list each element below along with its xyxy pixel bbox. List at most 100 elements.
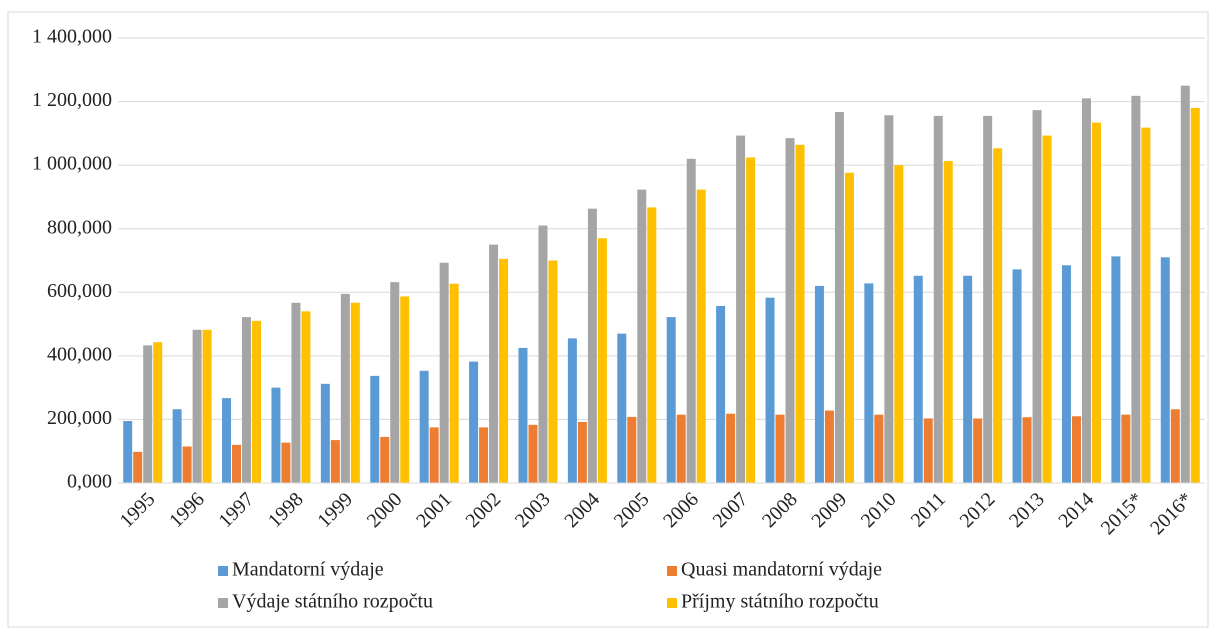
bar <box>1061 265 1071 483</box>
legend-marker <box>667 598 677 608</box>
bar <box>795 144 805 484</box>
bar <box>1032 110 1042 484</box>
y-tick-label: 400,000 <box>47 343 112 365</box>
bar <box>923 418 933 483</box>
x-tick-label: 2015* <box>1097 488 1148 539</box>
bar <box>765 297 775 483</box>
y-tick-label: 1 200,000 <box>32 89 112 111</box>
bar <box>252 320 262 483</box>
bar <box>785 138 795 483</box>
y-tick-label: 1 400,000 <box>32 26 112 48</box>
bar <box>330 440 340 483</box>
bar <box>548 260 558 483</box>
bar <box>1180 85 1190 483</box>
bar <box>281 442 291 483</box>
x-tick-label: 1995 <box>116 488 160 532</box>
y-tick-label: 0,000 <box>67 471 112 493</box>
x-tick-label: 2002 <box>462 488 506 532</box>
bar <box>617 333 627 483</box>
bar <box>637 189 647 483</box>
legend-marker <box>218 598 228 608</box>
bar <box>686 158 696 484</box>
bar <box>587 208 597 484</box>
bar <box>1012 269 1022 483</box>
legend-marker <box>667 566 677 576</box>
bar <box>943 161 953 483</box>
bar <box>301 311 311 483</box>
bar <box>1121 414 1131 483</box>
y-tick-label: 1 000,000 <box>32 153 112 175</box>
y-tick-label: 600,000 <box>47 280 112 302</box>
bar <box>479 427 489 483</box>
bar <box>172 409 182 483</box>
bar <box>894 165 904 483</box>
bar <box>291 302 301 483</box>
bar <box>627 416 637 483</box>
x-tick-label: 2014 <box>1054 488 1098 532</box>
bar <box>439 262 449 483</box>
bar <box>567 338 577 483</box>
bar <box>232 444 242 483</box>
bar <box>844 172 854 483</box>
bar <box>400 296 410 483</box>
bar <box>696 189 706 483</box>
x-tick-label: 2003 <box>511 488 555 532</box>
bar <box>340 293 350 483</box>
x-tick-label: 1998 <box>264 488 308 532</box>
x-tick-label: 2001 <box>412 488 456 532</box>
x-tick-label: 1999 <box>313 488 357 532</box>
bar <box>1081 98 1091 484</box>
bar <box>449 283 459 483</box>
bar <box>271 387 281 483</box>
bar <box>518 347 528 483</box>
bar <box>1071 416 1081 483</box>
x-tick-label: 1997 <box>214 488 258 532</box>
bar <box>192 329 202 483</box>
bar <box>726 413 736 483</box>
bar <box>1141 127 1151 483</box>
bar <box>1111 256 1121 483</box>
legend-label: Příjmy státního rozpočtu <box>681 591 879 613</box>
x-tick-label: 2005 <box>610 488 654 532</box>
legend-label: Výdaje státního rozpočtu <box>232 591 433 613</box>
x-tick-label: 2007 <box>709 488 753 532</box>
bar <box>983 115 993 483</box>
legend-label: Quasi mandatorní výdaje <box>681 559 882 581</box>
x-tick-label: 2012 <box>956 488 1000 532</box>
bar <box>123 421 133 483</box>
x-tick-label: 2000 <box>363 488 407 532</box>
bar <box>370 375 380 483</box>
x-tick-label: 2013 <box>1005 488 1049 532</box>
x-tick-label: 2010 <box>857 488 901 532</box>
legend-label: Mandatorní výdaje <box>232 559 384 581</box>
bar <box>153 342 163 483</box>
bar <box>320 383 330 483</box>
x-tick-label: 2006 <box>659 488 703 532</box>
bar <box>973 418 983 483</box>
bar <box>528 424 538 483</box>
bar <box>834 112 844 483</box>
bar <box>597 238 607 483</box>
bar <box>202 329 212 483</box>
bar <box>390 282 400 483</box>
bar <box>676 414 686 483</box>
bar <box>143 345 153 483</box>
bar <box>814 285 824 483</box>
bar <box>933 115 943 483</box>
bar <box>736 135 746 483</box>
legend-marker <box>218 566 228 576</box>
bar <box>469 361 479 483</box>
chart-frame <box>7 11 1209 628</box>
bar <box>874 414 884 483</box>
bar <box>489 244 499 483</box>
bar <box>577 421 587 483</box>
bar <box>499 258 509 483</box>
bar <box>419 370 429 483</box>
bar <box>647 207 657 484</box>
bar <box>1131 95 1141 483</box>
bar <box>182 446 192 483</box>
x-tick-label: 2009 <box>807 488 851 532</box>
x-tick-label: 2011 <box>907 488 950 531</box>
bar <box>1022 417 1032 483</box>
